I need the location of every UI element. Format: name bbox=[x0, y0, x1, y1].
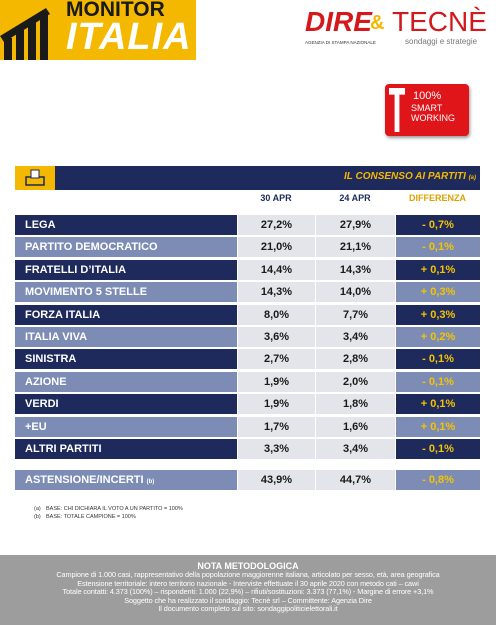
footer-line: Totale contatti: 4.373 (100%) – risponde… bbox=[62, 587, 434, 597]
note: (b) BASE: TOTALE CAMPIONE = 100% bbox=[34, 513, 183, 521]
value-cell: 7,7% bbox=[315, 304, 395, 325]
row-label-text: PARTITO DEMOCRATICO bbox=[25, 241, 158, 254]
ballot-icon bbox=[15, 166, 55, 190]
row-label-text: ITALIA VIVA bbox=[25, 331, 88, 343]
row-label-text: LEGA bbox=[25, 219, 56, 231]
logo-amp: & bbox=[370, 12, 385, 34]
row-label-text: FORZA ITALIA bbox=[25, 308, 101, 321]
brand-main: ITALIA bbox=[66, 16, 192, 58]
difference-cell: - 0,1% bbox=[395, 349, 480, 370]
row-label: AZIONE bbox=[15, 371, 237, 392]
column-header: DIFFERENZA bbox=[409, 193, 466, 203]
value-cell: 2,0% bbox=[315, 371, 395, 392]
value-cell: 1,8% bbox=[315, 394, 395, 415]
row-label-text: ASTENSIONE/INCERTI bbox=[25, 474, 144, 486]
difference-cell: - 0,1% bbox=[395, 237, 480, 258]
value-cell: 44,7% bbox=[315, 470, 395, 490]
row-label: ITALIA VIVA bbox=[15, 327, 237, 347]
footer: NOTA METODOLOGICA Campione di 1.000 casi… bbox=[0, 555, 496, 625]
row-label: ASTENSIONE/INCERTI (b) bbox=[15, 470, 237, 490]
row-label: SINISTRA bbox=[15, 349, 237, 370]
logo-tecne: TECNÈ bbox=[392, 6, 487, 37]
badge-line-2: SMART bbox=[411, 103, 443, 113]
note-marker: (b) bbox=[34, 514, 41, 520]
row-label-note: (b) bbox=[146, 479, 155, 485]
row-label: VERDI bbox=[15, 394, 237, 415]
brand-top: MONITOR bbox=[66, 0, 165, 21]
value-cell: 2,8% bbox=[315, 349, 395, 370]
value-cell: 14,3% bbox=[237, 282, 315, 303]
column-header: 24 APR bbox=[339, 193, 371, 203]
table-title-note: (a) bbox=[468, 175, 476, 181]
note-text: BASE: TOTALE CAMPIONE = 100% bbox=[46, 514, 136, 520]
row-label: LEGA bbox=[15, 215, 237, 235]
table-title-text: IL CONSENSO AI PARTITI bbox=[344, 171, 466, 182]
value-cell: 3,4% bbox=[315, 439, 395, 459]
dire-sub: AGENZIA DI STAMPA NAZIONALE bbox=[305, 40, 376, 45]
difference-cell: + 0,2% bbox=[395, 327, 480, 347]
logo-dire: DIRE bbox=[305, 6, 372, 37]
badge-line-3: WORKING bbox=[411, 113, 455, 123]
row-label-text: AZIONE bbox=[25, 375, 67, 388]
value-cell: 27,2% bbox=[237, 215, 315, 235]
footer-title: NOTA METODOLOGICA bbox=[197, 561, 299, 571]
row-label: FORZA ITALIA bbox=[15, 304, 237, 325]
footer-line: Estensione territoriale: intero territor… bbox=[77, 578, 419, 588]
table-title: IL CONSENSO AI PARTITI (a) bbox=[344, 171, 476, 182]
value-cell: 1,6% bbox=[315, 416, 395, 437]
difference-cell: + 0,3% bbox=[395, 304, 480, 325]
value-cell: 21,1% bbox=[315, 237, 395, 258]
value-cell: 3,6% bbox=[237, 327, 315, 347]
footer-line: Campione di 1.000 casi, rappresentativo … bbox=[56, 570, 440, 579]
row-label-text: SINISTRA bbox=[25, 353, 77, 366]
difference-cell: + 0,3% bbox=[395, 282, 480, 303]
row-label: ALTRI PARTITI bbox=[15, 439, 237, 459]
footer-lines: Campione di 1.000 casi, rappresentativo … bbox=[0, 570, 496, 614]
value-cell: 27,9% bbox=[315, 215, 395, 235]
brand-icon bbox=[0, 8, 50, 60]
difference-cell: - 0,7% bbox=[395, 215, 480, 235]
badge-t bbox=[389, 88, 405, 132]
row-label-text: VERDI bbox=[25, 398, 59, 411]
value-cell: 43,9% bbox=[237, 470, 315, 490]
note-marker: (a) bbox=[34, 506, 41, 512]
difference-cell: + 0,1% bbox=[395, 394, 480, 415]
badge: 100% SMART WORKING bbox=[385, 84, 469, 136]
note: (a) BASE: CHI DICHIARA IL VOTO A UN PARTI… bbox=[34, 505, 183, 513]
tecne-sub: sondaggi e strategie bbox=[405, 37, 478, 46]
row-label: +EU bbox=[15, 416, 237, 437]
difference-cell: - 0,8% bbox=[395, 470, 480, 490]
note-text: BASE: CHI DICHIARA IL VOTO A UN PARTITO … bbox=[46, 506, 183, 512]
table-header-bar bbox=[15, 166, 480, 190]
difference-cell: - 0,1% bbox=[395, 439, 480, 459]
value-cell: 3,4% bbox=[315, 327, 395, 347]
row-label-text: +EU bbox=[25, 420, 47, 433]
row-label-text: FRATELLI D’ITALIA bbox=[25, 263, 127, 276]
value-cell: 2,7% bbox=[237, 349, 315, 370]
value-cell: 14,3% bbox=[315, 259, 395, 280]
notes: (a) BASE: CHI DICHIARA IL VOTO A UN PARTI… bbox=[34, 505, 183, 521]
row-label: FRATELLI D’ITALIA bbox=[15, 259, 237, 280]
difference-cell: + 0,1% bbox=[395, 416, 480, 437]
value-cell: 14,0% bbox=[315, 282, 395, 303]
row-label-text: ALTRI PARTITI bbox=[25, 443, 102, 455]
footer-line: Soggetto che ha realizzato il sondaggio:… bbox=[124, 595, 372, 605]
value-cell: 21,0% bbox=[237, 237, 315, 258]
value-cell: 3,3% bbox=[237, 439, 315, 459]
value-cell: 8,0% bbox=[237, 304, 315, 325]
value-cell: 1,7% bbox=[237, 416, 315, 437]
row-label: PARTITO DEMOCRATICO bbox=[15, 237, 237, 258]
footer-line: Il documento completo sul sito: sondaggi… bbox=[158, 604, 338, 614]
value-cell: 1,9% bbox=[237, 394, 315, 415]
difference-cell: - 0,1% bbox=[395, 371, 480, 392]
row-label-text: MOVIMENTO 5 STELLE bbox=[25, 286, 148, 299]
value-cell: 1,9% bbox=[237, 371, 315, 392]
column-header: 30 APR bbox=[260, 193, 292, 203]
value-cell: 14,4% bbox=[237, 259, 315, 280]
badge-line-1: 100% bbox=[413, 90, 442, 102]
row-label: MOVIMENTO 5 STELLE bbox=[15, 282, 237, 303]
difference-cell: + 0,1% bbox=[395, 259, 480, 280]
